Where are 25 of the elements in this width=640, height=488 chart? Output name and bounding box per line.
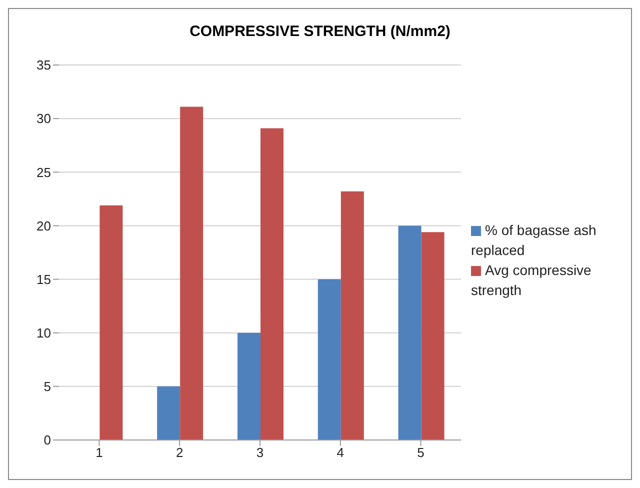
bar [237, 332, 260, 440]
x-tick-label: 2 [176, 445, 184, 460]
legend-label: % of bagasse ash replaced [471, 222, 596, 258]
y-tick-label: 5 [44, 379, 51, 394]
x-tick-label: 3 [256, 445, 264, 460]
chart-title: COMPRESSIVE STRENGTH (N/mm2) [188, 23, 452, 42]
bar [318, 279, 341, 440]
x-tick-label: 4 [336, 445, 344, 460]
y-tick-label: 20 [36, 218, 51, 234]
bar [340, 191, 364, 440]
bar [100, 205, 123, 440]
x-tick-label: 1 [96, 445, 103, 460]
bar [421, 232, 444, 440]
y-tick-label: 15 [36, 272, 51, 287]
y-tick-label: 25 [36, 164, 51, 180]
y-tick-label: 35 [36, 58, 51, 73]
bar [157, 386, 180, 440]
bar [260, 128, 284, 440]
x-tick-label: 5 [417, 445, 424, 460]
y-tick-label: 30 [36, 111, 51, 126]
bar [398, 226, 422, 440]
legend-label: Avg compressive strength [471, 262, 592, 298]
bar [180, 106, 204, 440]
y-tick-label: 0 [44, 432, 51, 448]
y-tick-label: 10 [36, 325, 51, 340]
